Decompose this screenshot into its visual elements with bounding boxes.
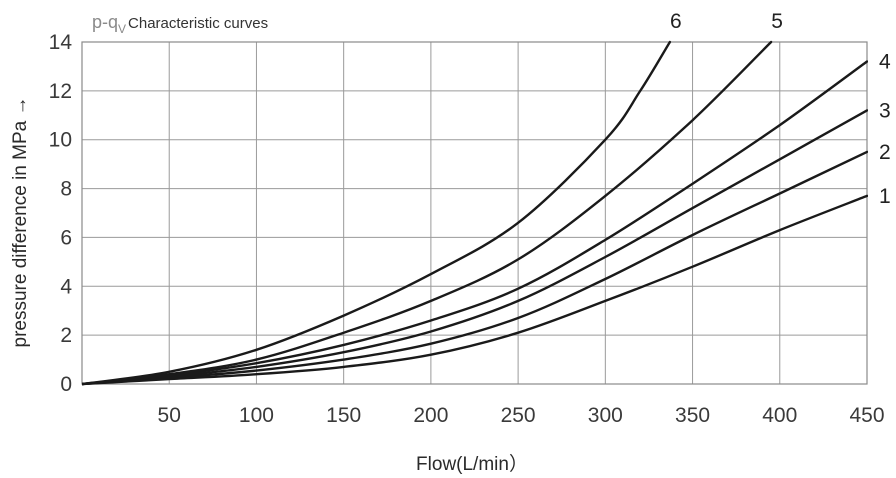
y-tick-label: 12 [49,80,72,103]
y-tick-label: 4 [60,275,72,298]
title-text: Characteristic curves [128,15,268,32]
curve-label-1: 1 [879,185,891,208]
x-tick-label: 50 [158,404,181,427]
y-tick-label: 6 [60,226,72,249]
y-tick-label: 10 [49,129,72,152]
curve-1 [82,194,868,386]
curve-6 [82,40,672,386]
x-tick-label: 100 [239,404,274,427]
grid [81,41,868,385]
x-tick-label: 350 [675,404,710,427]
curve-5 [82,40,773,386]
curve-labels: 1 2 3 4 5 6 [670,10,891,208]
y-tick-label: 14 [49,31,73,54]
curve-label-5: 5 [771,10,783,33]
curve-4 [82,60,868,386]
curve-label-4: 4 [879,51,891,74]
chart-title: p-qV Characteristic curves [92,12,268,36]
curve-2 [82,150,868,386]
x-tick-label: 450 [849,404,884,427]
x-tick-label: 400 [762,404,797,427]
x-tick-label: 250 [501,404,536,427]
title-prefix: p-q [92,12,118,32]
y-tick-label: 2 [60,324,72,347]
curve-3 [82,109,868,386]
y-tick-label: 8 [60,178,72,201]
x-tick-labels: 50 100 150 200 250 300 350 400 450 [158,404,885,427]
x-tick-label: 200 [413,404,448,427]
plot-frame [81,41,868,385]
y-tick-labels: 0 2 4 6 8 10 12 14 [49,31,73,396]
curve-label-2: 2 [879,141,891,164]
x-tick-label: 150 [326,404,361,427]
title-subscript: V [118,22,126,36]
x-axis-label: Flow(L/min） [416,453,528,475]
y-axis-label: pressure difference in MPa → [10,97,31,348]
y-tick-label: 0 [60,373,72,396]
curves [82,40,868,386]
x-tick-label: 300 [588,404,623,427]
curve-label-3: 3 [879,99,891,122]
curve-label-6: 6 [670,10,682,33]
